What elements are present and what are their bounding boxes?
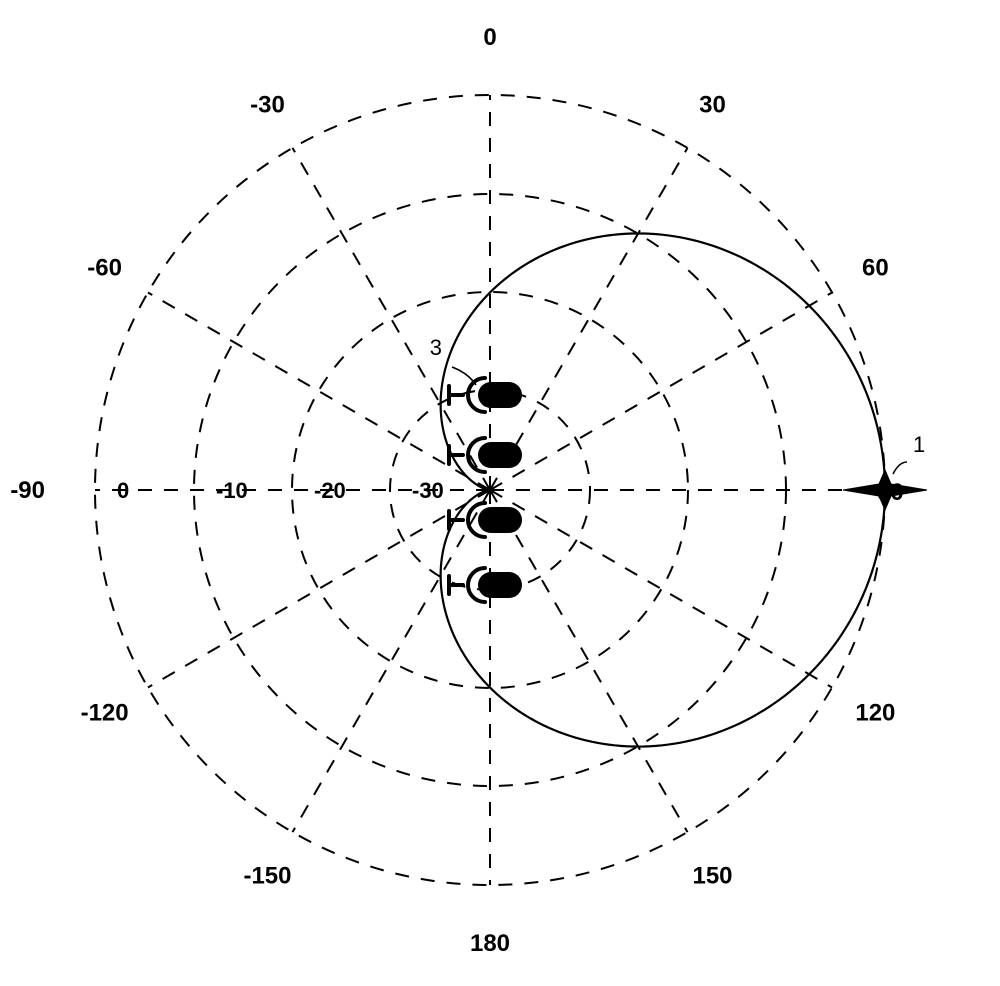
mic-capsule (478, 382, 522, 408)
source-star-icon (843, 470, 927, 510)
angle-label: 60 (862, 255, 889, 282)
mic-icon (449, 568, 522, 602)
polar-spoke (148, 293, 490, 491)
polar-spoke (293, 148, 491, 490)
mic-icon (449, 378, 522, 412)
polar-spoke (490, 148, 688, 490)
polar-spoke (490, 293, 832, 491)
angle-label: -30 (250, 92, 285, 119)
callout-leader (893, 462, 907, 474)
angle-label: 120 (855, 700, 895, 727)
mic-capsule (478, 507, 522, 533)
callout-label-3: 3 (430, 335, 442, 360)
polar-spoke (148, 490, 490, 688)
ring-label: -30 (412, 478, 444, 503)
angle-label: 180 (470, 930, 510, 957)
angle-label: -90 (10, 477, 45, 504)
angle-label: -120 (81, 700, 129, 727)
polar-spoke (490, 490, 688, 832)
angle-label: -60 (87, 255, 122, 282)
angle-label: -150 (243, 862, 291, 889)
polar-spoke (490, 490, 832, 688)
polar-spoke (293, 490, 491, 832)
ring-label: 0 (117, 478, 129, 503)
ring-label: -10 (216, 478, 248, 503)
mic-capsule (478, 572, 522, 598)
angle-label: 30 (699, 92, 726, 119)
callout-label-1: 1 (913, 432, 925, 457)
pattern-curve (441, 233, 885, 746)
angle-label: 150 (692, 862, 732, 889)
polar-diagram: 0306090120150180-150-120-90-60-300-10-20… (0, 0, 1000, 986)
angle-label: 0 (483, 24, 496, 51)
ring-label: -20 (314, 478, 346, 503)
mic-capsule (478, 442, 522, 468)
